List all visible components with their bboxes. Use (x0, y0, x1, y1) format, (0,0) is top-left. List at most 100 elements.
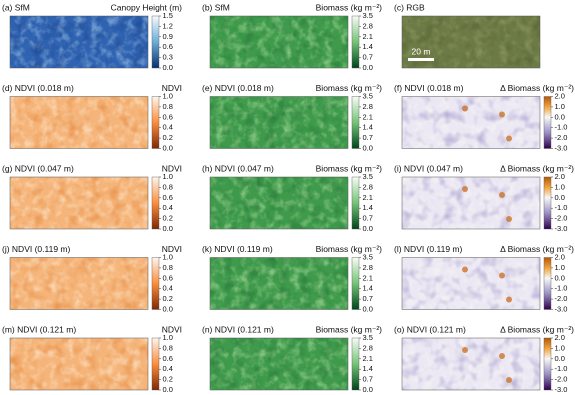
colorbar-title: NDVI (162, 324, 182, 334)
colorbar-tick-label: 0.2 (163, 294, 173, 303)
colorbar-tick-label: 1.5 (163, 11, 173, 20)
map-frame (9, 257, 149, 310)
colorbar (351, 337, 360, 391)
colorbar (543, 176, 552, 230)
colorbar-title: Δ Biomass (kg m⁻²) (500, 83, 574, 93)
colorbar (351, 257, 360, 310)
colorbar-tick-label: 1.2 (163, 21, 173, 30)
map-frame (209, 15, 349, 69)
colorbar-tick-label: -1.0 (555, 364, 568, 373)
colorbar-tick-label: 0.7 (363, 375, 373, 384)
colorbar-tick-label: 1.4 (363, 284, 373, 293)
map-frame (9, 176, 149, 230)
map-frame (401, 96, 541, 149)
colorbar-tick-label: -1.0 (555, 284, 568, 293)
scale-bar-label: 20 m (412, 46, 431, 56)
colorbar-tick-label: 1.0 (163, 252, 173, 261)
hotspot (462, 105, 468, 112)
colorbar-tick-label: 0.4 (163, 364, 173, 373)
colorbar-tick-label: 0.7 (363, 53, 373, 62)
colorbar-tick-label: 1.0 (555, 263, 565, 272)
colorbar-tick-label: 0.6 (163, 273, 173, 282)
colorbar-tick-label: 2.8 (363, 343, 373, 352)
colorbar-tick-label: 0.7 (363, 133, 373, 142)
colorbar-tick-label: -1.0 (555, 123, 568, 132)
colorbar (151, 257, 160, 310)
panel-label: (n) NDVI (0.121 m) (202, 324, 274, 334)
panel: (l) NDVI (0.119 m) Δ Biomass (kg m⁻²)2.0 1… (394, 244, 574, 314)
panel: (k) NDVI (0.119 m) Biomass (kg m⁻²)3.5 2.8… (202, 244, 382, 314)
colorbar-tick-label: 0.4 (163, 203, 173, 212)
colorbar-tick-label: 0.0 (363, 143, 373, 152)
colorbar-tick-label: 2.8 (363, 102, 373, 111)
panel-label: (d) NDVI (0.018 m) (2, 83, 74, 93)
colorbar-tick-label: 1.4 (363, 203, 373, 212)
colorbar-tick-label: 2.8 (363, 21, 373, 30)
panel: (e) NDVI (0.018 m) Biomass (kg m⁻²)3.5 2.8… (202, 83, 382, 153)
panel-label: (o) NDVI (0.121 m) (394, 324, 466, 334)
colorbar-tick-label: 0.0 (555, 193, 565, 202)
colorbar-tick-label: 0.0 (363, 304, 373, 313)
panel: (o) NDVI (0.121 m) Δ Biomass (kg m⁻²)2.01… (394, 324, 574, 394)
hotspot (462, 186, 468, 192)
panel-label: (b) SfM (202, 2, 230, 12)
colorbar-title: Δ Biomass (kg m⁻²) (500, 163, 574, 173)
map-texture (210, 177, 348, 229)
colorbar-title: NDVI (162, 163, 182, 173)
colorbar-tick-label: -2.0 (555, 294, 568, 303)
panel: (i) NDVI (0.047 m) Δ Biomass (kg m⁻²)2.01… (394, 163, 574, 233)
map-frame (209, 96, 349, 149)
panel-label: (i) NDVI (0.047 m) (394, 163, 463, 173)
colorbar-tick-label: 0.3 (163, 53, 173, 62)
colorbar (351, 15, 360, 69)
colorbar-tick-label: 0.2 (163, 375, 173, 384)
colorbar-tick-label: 2.0 (555, 91, 565, 100)
colorbar-tick-label: 2.0 (555, 172, 565, 181)
panel-label: (c) RGB (394, 2, 425, 12)
panel-label: (j) NDVI (0.119 m) (2, 244, 70, 254)
colorbar-tick-label: 0.0 (163, 304, 173, 313)
hotspot (499, 353, 505, 359)
map-texture (10, 177, 148, 229)
colorbar-tick-label: 3.5 (363, 91, 373, 100)
colorbar-tick-label: 0.7 (363, 214, 373, 223)
panel: (h) NDVI (0.047 m) Biomass (kg m⁻²)3.52.8… (202, 163, 382, 233)
colorbar-tick-label: 1.0 (555, 102, 565, 111)
panel: (f) NDVI (0.018 m) Δ Biomass (kg m⁻²)2.0 1… (394, 83, 574, 153)
colorbar (543, 96, 552, 149)
colorbar-tick-label: 1.0 (163, 172, 173, 181)
map-texture (10, 96, 148, 149)
colorbar-title: Biomass (kg m⁻²) (316, 324, 383, 334)
colorbar (151, 15, 160, 69)
panel-label: (e) NDVI (0.018 m) (202, 83, 274, 93)
colorbar-tick-label: 0.8 (163, 343, 173, 352)
colorbar-tick-label: 0.0 (363, 224, 373, 233)
colorbar-tick-label: 0.0 (163, 224, 173, 233)
map-texture (210, 338, 348, 390)
panel-label: (f) NDVI (0.018 m) (394, 83, 464, 93)
map-texture (402, 338, 540, 390)
colorbar (151, 337, 160, 391)
colorbar-tick-label: 1.4 (363, 364, 373, 373)
map-frame (209, 337, 349, 391)
colorbar-tick-label: 1.4 (363, 42, 373, 51)
colorbar-tick-label: 3.5 (363, 333, 373, 342)
colorbar-tick-label: 1.0 (163, 91, 173, 100)
colorbar-title: Biomass (kg m⁻²) (316, 83, 383, 93)
colorbar-tick-label: 2.8 (363, 263, 373, 272)
hotspot (506, 216, 512, 222)
panel: (b) SfM Biomass (kg m⁻²)3.52.8 2.11.4 0.70.… (202, 2, 382, 72)
colorbar-tick-label: 2.1 (363, 32, 373, 41)
colorbar-tick-label: 0.0 (363, 385, 373, 394)
colorbar-tick-label: 0.0 (163, 143, 173, 152)
hotspot (462, 347, 468, 353)
colorbar-tick-label: 0.2 (163, 214, 173, 223)
colorbar-title: Canopy Height (m) (111, 2, 183, 12)
colorbar-tick-label: -3.0 (555, 385, 568, 394)
hotspot (462, 266, 468, 273)
colorbar (351, 96, 360, 149)
